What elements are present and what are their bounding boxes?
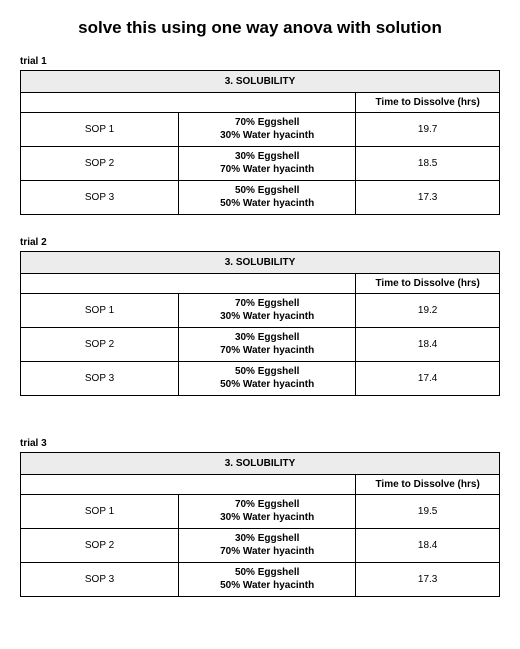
composition-cell: 50% Eggshell50% Water hyacinth bbox=[179, 362, 356, 396]
composition-cell: 50% Eggshell50% Water hyacinth bbox=[179, 181, 356, 215]
table-row: SOP 170% Eggshell30% Water hyacinth19.5 bbox=[21, 495, 500, 529]
time-cell: 19.7 bbox=[356, 113, 500, 147]
time-cell: 18.5 bbox=[356, 147, 500, 181]
composition-line: 70% Water hyacinth bbox=[185, 546, 349, 559]
composition-cell: 30% Eggshell70% Water hyacinth bbox=[179, 529, 356, 563]
table-row: SOP 170% Eggshell30% Water hyacinth19.7 bbox=[21, 113, 500, 147]
composition-line: 70% Eggshell bbox=[185, 117, 349, 130]
table-row: SOP 230% Eggshell70% Water hyacinth18.4 bbox=[21, 328, 500, 362]
time-column-header: Time to Dissolve (hrs) bbox=[356, 274, 500, 294]
composition-cell: 30% Eggshell70% Water hyacinth bbox=[179, 328, 356, 362]
table-header: 3. SOLUBILITY bbox=[21, 252, 500, 274]
table-subheader-empty bbox=[21, 274, 356, 294]
table-row: SOP 350% Eggshell50% Water hyacinth17.3 bbox=[21, 181, 500, 215]
time-column-header: Time to Dissolve (hrs) bbox=[356, 93, 500, 113]
sop-cell: SOP 1 bbox=[21, 294, 179, 328]
trial-label: trial 1 bbox=[20, 56, 500, 67]
composition-line: 70% Water hyacinth bbox=[185, 164, 349, 177]
sop-cell: SOP 3 bbox=[21, 362, 179, 396]
time-cell: 17.3 bbox=[356, 181, 500, 215]
time-cell: 17.4 bbox=[356, 362, 500, 396]
sop-cell: SOP 3 bbox=[21, 181, 179, 215]
table-row: SOP 350% Eggshell50% Water hyacinth17.4 bbox=[21, 362, 500, 396]
composition-line: 50% Eggshell bbox=[185, 567, 349, 580]
table-header: 3. SOLUBILITY bbox=[21, 71, 500, 93]
composition-cell: 70% Eggshell30% Water hyacinth bbox=[179, 495, 356, 529]
composition-line: 50% Water hyacinth bbox=[185, 379, 349, 392]
table-row: SOP 350% Eggshell50% Water hyacinth17.3 bbox=[21, 563, 500, 597]
solubility-table: 3. SOLUBILITYTime to Dissolve (hrs) SOP 1… bbox=[20, 70, 500, 215]
table-subheader-empty bbox=[21, 475, 356, 495]
composition-line: 30% Eggshell bbox=[185, 151, 349, 164]
trial-label: trial 2 bbox=[20, 237, 500, 248]
composition-line: 30% Water hyacinth bbox=[185, 311, 349, 324]
composition-line: 30% Water hyacinth bbox=[185, 512, 349, 525]
sop-cell: SOP 2 bbox=[21, 529, 179, 563]
composition-line: 70% Water hyacinth bbox=[185, 345, 349, 358]
composition-line: 30% Water hyacinth bbox=[185, 130, 349, 143]
composition-line: 30% Eggshell bbox=[185, 533, 349, 546]
table-row: SOP 230% Eggshell70% Water hyacinth18.4 bbox=[21, 529, 500, 563]
sop-cell: SOP 1 bbox=[21, 495, 179, 529]
trial-block: trial 1 3. SOLUBILITYTime to Dissolve (hr… bbox=[20, 56, 500, 215]
solubility-table: 3. SOLUBILITYTime to Dissolve (hrs) SOP 1… bbox=[20, 452, 500, 597]
page-title: solve this using one way anova with solu… bbox=[20, 18, 500, 38]
solubility-table: 3. SOLUBILITYTime to Dissolve (hrs) SOP 1… bbox=[20, 251, 500, 396]
trial-block: trial 2 3. SOLUBILITYTime to Dissolve (hr… bbox=[20, 237, 500, 396]
composition-cell: 50% Eggshell50% Water hyacinth bbox=[179, 563, 356, 597]
time-cell: 18.4 bbox=[356, 328, 500, 362]
table-row: SOP 170% Eggshell30% Water hyacinth19.2 bbox=[21, 294, 500, 328]
composition-line: 50% Eggshell bbox=[185, 185, 349, 198]
time-cell: 17.3 bbox=[356, 563, 500, 597]
trials-container: trial 13. SOLUBILITYTime to Dissolve (hr… bbox=[20, 56, 500, 597]
table-header: 3. SOLUBILITY bbox=[21, 453, 500, 475]
sop-cell: SOP 1 bbox=[21, 113, 179, 147]
composition-cell: 70% Eggshell30% Water hyacinth bbox=[179, 113, 356, 147]
composition-line: 50% Eggshell bbox=[185, 366, 349, 379]
sop-cell: SOP 3 bbox=[21, 563, 179, 597]
composition-cell: 70% Eggshell30% Water hyacinth bbox=[179, 294, 356, 328]
composition-line: 50% Water hyacinth bbox=[185, 580, 349, 593]
composition-line: 70% Eggshell bbox=[185, 499, 349, 512]
composition-line: 70% Eggshell bbox=[185, 298, 349, 311]
sop-cell: SOP 2 bbox=[21, 328, 179, 362]
time-cell: 18.4 bbox=[356, 529, 500, 563]
table-row: SOP 230% Eggshell70% Water hyacinth18.5 bbox=[21, 147, 500, 181]
table-subheader-empty bbox=[21, 93, 356, 113]
composition-cell: 30% Eggshell70% Water hyacinth bbox=[179, 147, 356, 181]
trial-label: trial 3 bbox=[20, 438, 500, 449]
trial-block: trial 3 3. SOLUBILITYTime to Dissolve (hr… bbox=[20, 438, 500, 597]
time-cell: 19.2 bbox=[356, 294, 500, 328]
time-column-header: Time to Dissolve (hrs) bbox=[356, 475, 500, 495]
time-cell: 19.5 bbox=[356, 495, 500, 529]
composition-line: 50% Water hyacinth bbox=[185, 198, 349, 211]
composition-line: 30% Eggshell bbox=[185, 332, 349, 345]
sop-cell: SOP 2 bbox=[21, 147, 179, 181]
